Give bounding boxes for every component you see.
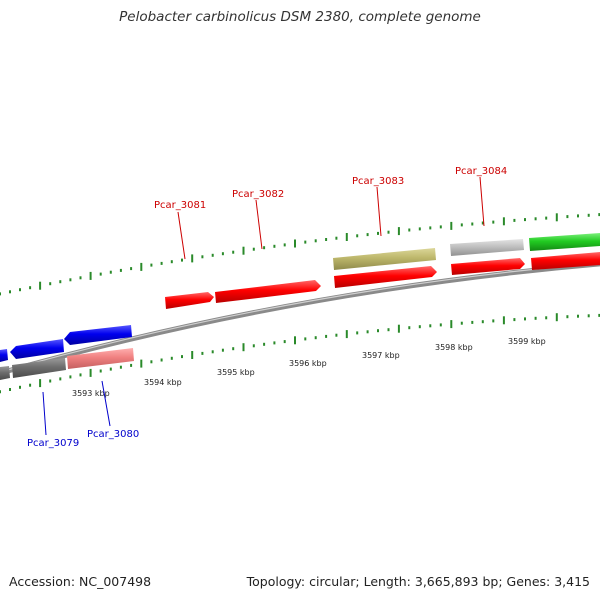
- gene-arrow-pcar-3084[interactable]: [451, 258, 525, 275]
- genome-backbone: [0, 261, 600, 376]
- kbp-label-3594: 3594 kbp: [144, 378, 182, 387]
- gene-gray-block[interactable]: [450, 239, 524, 256]
- gene-label-pcar-3080: Pcar_3080: [87, 429, 139, 440]
- gene-label-pcar-3083: Pcar_3083: [352, 176, 404, 187]
- gene-pink-block[interactable]: [67, 348, 134, 369]
- kbp-label-3598: 3598 kbp: [435, 343, 473, 352]
- gene-green-block-edge[interactable]: [529, 233, 600, 251]
- gene-khaki-block[interactable]: [333, 248, 436, 270]
- leader-pcar-3079: [42, 391, 47, 436]
- gene-label-pcar-3079: Pcar_3079: [27, 438, 79, 449]
- gene-arrow-pcar-3083-lower[interactable]: [334, 266, 437, 288]
- kbp-label-3597: 3597 kbp: [362, 351, 400, 360]
- leader-pcar-3084: [479, 176, 485, 227]
- leader-pcar-3082: [255, 199, 263, 250]
- gene-label-pcar-3081: Pcar_3081: [154, 200, 206, 211]
- kbp-label-3595: 3595 kbp: [217, 368, 255, 377]
- leader-pcar-3080: [101, 380, 111, 427]
- kbp-label-3596: 3596 kbp: [289, 359, 327, 368]
- leader-pcar-3081: [177, 211, 186, 260]
- gene-label-pcar-3084: Pcar_3084: [455, 166, 507, 177]
- gene-dark-edge[interactable]: [0, 366, 10, 380]
- inner-tick-row: [0, 313, 600, 394]
- gene-label-pcar-3082: Pcar_3082: [232, 189, 284, 200]
- outer-tick-row: [0, 213, 600, 296]
- gene-arrow-pcar-3080[interactable]: [64, 325, 132, 345]
- kbp-label-3599: 3599 kbp: [508, 337, 546, 346]
- gene-blue-edge[interactable]: [0, 349, 8, 362]
- gene-dark-block[interactable]: [12, 358, 66, 378]
- genome-stats-label: Topology: circular; Length: 3,665,893 bp…: [246, 574, 590, 589]
- accession-label: Accession: NC_007498: [9, 574, 152, 589]
- genome-backbone-highlight: [0, 262, 600, 373]
- kbp-label-3593: 3593 kbp: [72, 389, 110, 398]
- gene-arrow-pcar-3081[interactable]: [165, 292, 214, 309]
- gene-arrow-pcar-3079[interactable]: [10, 339, 64, 359]
- genome-title: Pelobacter carbinolicus DSM 2380, comple…: [119, 9, 481, 25]
- gene-red-block-edge[interactable]: [531, 252, 600, 270]
- gene-arrow-pcar-3082[interactable]: [215, 280, 321, 303]
- leader-pcar-3083: [376, 186, 382, 237]
